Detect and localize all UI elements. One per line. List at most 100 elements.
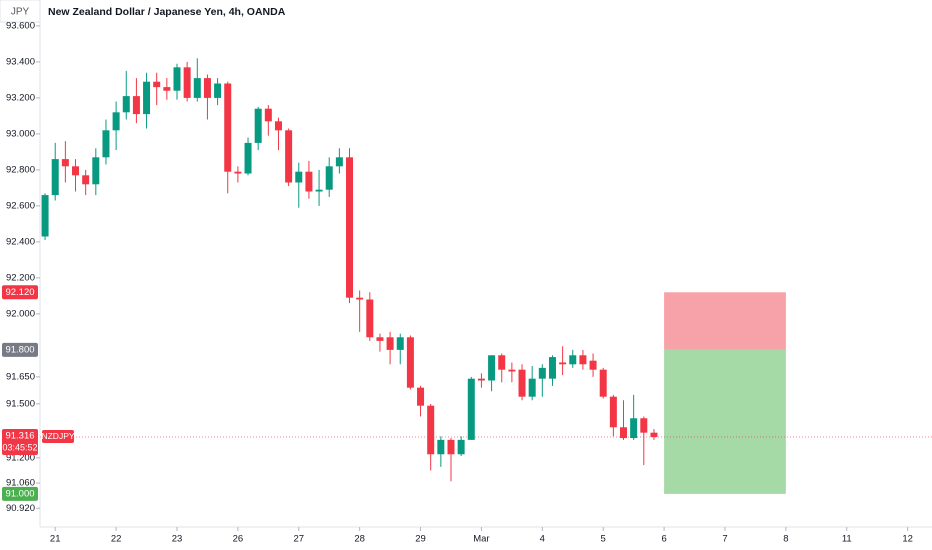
candle-body bbox=[437, 439, 445, 455]
price-tag bbox=[2, 342, 38, 357]
price-tag bbox=[2, 285, 38, 300]
currency[interactable]: JPY bbox=[11, 7, 30, 18]
x-tick-label: 26 bbox=[233, 534, 244, 545]
y-tick-label: 91.200 bbox=[6, 452, 35, 463]
x-tick-label: 5 bbox=[601, 534, 606, 545]
candle-body bbox=[599, 369, 607, 397]
y-tick-label: 92.800 bbox=[6, 164, 35, 175]
price-tag-label: 91.000 bbox=[5, 488, 34, 499]
candle-body bbox=[417, 387, 425, 406]
candle-body bbox=[477, 378, 485, 381]
candle-body bbox=[325, 166, 333, 190]
candle-body bbox=[173, 67, 181, 91]
candle-body bbox=[559, 362, 567, 365]
candle-body bbox=[193, 78, 201, 98]
y-tick-label: 91.500 bbox=[6, 398, 35, 409]
x-tick-label: 12 bbox=[902, 534, 913, 545]
y-tick-label: 91.060 bbox=[6, 478, 35, 489]
countdown: 03:45:52 bbox=[2, 442, 37, 452]
candle-body bbox=[274, 121, 282, 131]
candle-body bbox=[406, 337, 414, 388]
x-tick-label: 21 bbox=[50, 534, 61, 545]
candle-body bbox=[386, 337, 394, 350]
candle-body bbox=[447, 439, 455, 455]
candle-body bbox=[285, 130, 293, 183]
candle-body bbox=[315, 189, 323, 192]
candle-body bbox=[295, 171, 303, 183]
y-tick-label: 93.600 bbox=[6, 20, 35, 31]
target-zone bbox=[664, 349, 786, 494]
last-price-tag bbox=[2, 428, 38, 455]
candle-body bbox=[630, 418, 638, 439]
y-tick-label: 93.400 bbox=[6, 56, 35, 67]
candle-body bbox=[61, 159, 69, 167]
candle-body bbox=[102, 130, 110, 158]
candle-body bbox=[488, 355, 496, 381]
candle-body bbox=[650, 432, 658, 437]
candle-body bbox=[335, 157, 343, 167]
candle-body bbox=[224, 83, 232, 172]
x-tick-label: 4 bbox=[540, 534, 545, 545]
x-tick-label: 23 bbox=[172, 534, 183, 545]
currency-box[interactable] bbox=[0, 0, 41, 23]
y-tick-label: 92.600 bbox=[6, 200, 35, 211]
x-tick-label: 27 bbox=[293, 534, 304, 545]
candle-body bbox=[427, 405, 435, 455]
x-tick-label: 6 bbox=[661, 534, 666, 545]
candle-body bbox=[163, 87, 171, 91]
candle-body bbox=[51, 159, 59, 196]
candle-body bbox=[305, 171, 313, 192]
candle-body bbox=[640, 418, 648, 433]
candle-body bbox=[366, 299, 374, 338]
candle-body bbox=[356, 297, 364, 300]
candle-body bbox=[528, 378, 536, 397]
candle-body bbox=[498, 355, 506, 370]
candle-body bbox=[609, 396, 617, 428]
y-tick-label: 93.200 bbox=[6, 92, 35, 103]
candle-body bbox=[41, 195, 49, 237]
chart-title: New Zealand Dollar / Japanese Yen, 4h, O… bbox=[48, 6, 286, 18]
candle-body bbox=[153, 81, 161, 88]
x-tick-label: 29 bbox=[415, 534, 426, 545]
candle-body bbox=[376, 337, 384, 341]
candle-body bbox=[457, 439, 465, 455]
candle-body bbox=[579, 355, 587, 365]
candle-body bbox=[538, 367, 546, 379]
x-tick-label: 22 bbox=[111, 534, 122, 545]
last-price-label: 91.316 bbox=[5, 431, 34, 442]
y-tick-label: 91.650 bbox=[6, 371, 35, 382]
candle-body bbox=[254, 108, 262, 143]
candle-body bbox=[214, 83, 222, 98]
candle-body bbox=[396, 337, 404, 350]
y-tick-label: 90.920 bbox=[6, 503, 35, 514]
candle-body bbox=[82, 175, 90, 185]
x-tick-label: 7 bbox=[722, 534, 727, 545]
stop-zone bbox=[664, 292, 786, 350]
y-tick-label: 92.000 bbox=[6, 308, 35, 319]
candle-body bbox=[143, 81, 151, 115]
price-tag bbox=[2, 486, 38, 501]
candle-body bbox=[548, 357, 556, 379]
x-tick-label: 8 bbox=[783, 534, 788, 545]
candle-body bbox=[569, 355, 577, 365]
price-tag-label: 92.120 bbox=[5, 287, 34, 298]
symbol-tag bbox=[42, 429, 74, 443]
price-tag-label: 91.800 bbox=[5, 344, 34, 355]
candle-body bbox=[132, 96, 140, 115]
candle-body bbox=[264, 108, 272, 122]
x-tick-label: 28 bbox=[354, 534, 365, 545]
candle-body bbox=[620, 427, 628, 439]
candle-body bbox=[183, 67, 191, 98]
candle-body bbox=[72, 166, 80, 176]
candle-body bbox=[234, 171, 242, 174]
candle-body bbox=[346, 157, 354, 298]
y-tick-label: 92.400 bbox=[6, 236, 35, 247]
candle-body bbox=[518, 369, 526, 397]
candle-body bbox=[92, 157, 100, 185]
candle-body bbox=[244, 142, 252, 174]
candle-body bbox=[467, 378, 475, 440]
x-tick-label: 11 bbox=[842, 534, 852, 545]
y-tick-label: 93.000 bbox=[6, 128, 35, 139]
candle-body bbox=[203, 78, 211, 98]
